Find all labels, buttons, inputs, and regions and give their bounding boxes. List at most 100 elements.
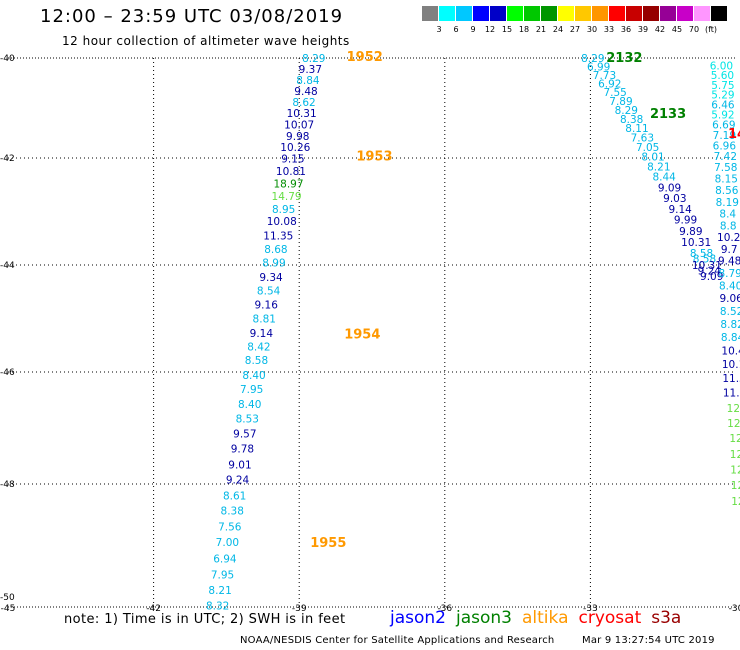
credit-line: NOAA/NESDIS Center for Satellite Applica…	[240, 635, 555, 646]
wave-height-value: 10.08	[267, 216, 297, 228]
wave-height-value: 8.32	[206, 600, 229, 612]
scale-swatch	[592, 6, 608, 21]
wave-height-value: 8.58	[245, 355, 268, 367]
scale-label: 33	[603, 25, 615, 34]
wave-height-value: 9.24	[226, 475, 250, 487]
wave-height-value: 8.84	[296, 75, 320, 87]
wave-height-value: 8.99	[262, 257, 285, 269]
scale-label: 70	[688, 25, 700, 34]
scale-label: 27	[569, 25, 581, 34]
scale-label: 12	[484, 25, 496, 34]
satellite-legend-s3a: s3a	[651, 608, 682, 628]
scale-swatch	[677, 6, 693, 21]
scale-swatch	[541, 6, 557, 21]
wave-height-value: 8.53	[236, 413, 259, 425]
wave-height-value: 8.29	[581, 53, 604, 65]
wave-height-value: 8.40	[242, 370, 265, 382]
map-title: 12:00 – 23:59 UTC 03/08/2019	[40, 6, 344, 27]
wave-height-value: 5.75	[711, 80, 734, 92]
wave-height-value: 8.01	[641, 152, 664, 164]
footer-note: note: 1) Time is in UTC; 2) SWH is in fe…	[64, 612, 346, 627]
wave-height-value: 10.26	[280, 142, 310, 154]
wave-height-value: 9.78	[231, 444, 254, 456]
wave-height-value: 10.4	[721, 346, 740, 358]
wave-height-value: 7.63	[631, 133, 654, 145]
wave-height-value: 7.73	[593, 70, 616, 82]
wave-height-value: 8.81	[253, 314, 276, 326]
wave-height-value: 9.98	[286, 131, 309, 143]
wave-height-value: 8.58	[690, 248, 713, 260]
wave-height-value: 8.19	[716, 197, 739, 209]
wave-height-value: 8.56	[715, 185, 739, 197]
lon-tick-label: -42	[146, 604, 161, 614]
wave-height-value: 8.15	[715, 173, 738, 185]
wave-height-value: 8.54	[257, 286, 281, 298]
lat-tick-label: -48	[0, 480, 15, 490]
wave-height-value: 12.	[727, 403, 740, 415]
wave-height-value: 8.61	[223, 490, 246, 502]
lon-tick-label: -45	[1, 604, 16, 614]
wave-height-value: 8.84	[721, 332, 740, 344]
wave-height-value: 18.97	[273, 179, 303, 191]
wave-height-value: 9.14	[250, 328, 274, 340]
wave-height-value: 9.09	[658, 182, 681, 194]
pass-time-label: 1955	[310, 536, 346, 551]
wave-height-value: 12	[730, 449, 740, 461]
wave-height-value: 9.14	[668, 204, 692, 216]
wave-height-value: 6.00	[710, 61, 733, 73]
wave-height-value: 8.58	[693, 254, 716, 266]
wave-height-value: 9.06	[719, 293, 740, 305]
wave-height-value: 7.56	[218, 521, 242, 533]
scale-swatch	[660, 6, 676, 21]
wave-height-value: 9.15	[281, 154, 304, 166]
generated-timestamp: Mar 9 13:27:54 UTC 2019	[582, 635, 715, 646]
wave-height-value: 8.42	[247, 341, 270, 353]
wave-height-value: 9.24	[698, 265, 722, 277]
wave-height-value: 7.95	[240, 384, 263, 396]
wave-height-value: 10.31	[681, 237, 711, 249]
scale-swatch	[626, 6, 642, 21]
scale-label: 36	[620, 25, 632, 34]
wave-height-value: 7.55	[603, 87, 626, 99]
scale-label: 15	[501, 25, 513, 34]
wave-height-value: 9.09	[700, 271, 723, 283]
pass-time-label: 14	[728, 127, 740, 142]
wave-height-value: 10.07	[284, 120, 314, 132]
wave-height-value: 7.58	[714, 162, 737, 174]
scale-swatch	[711, 6, 727, 21]
satellite-legend: jason2 jason3 altika cryosat s3a	[390, 608, 691, 628]
wave-height-value: 11.9	[723, 388, 740, 400]
wave-height-value: 10.2	[717, 232, 740, 244]
pass-time-label: 1954	[344, 327, 380, 342]
wave-height-value: 9.48	[294, 86, 317, 98]
wave-height-value: 7.05	[636, 142, 659, 154]
wave-height-value: 7.95	[211, 569, 234, 581]
wave-height-value: 9.48	[718, 256, 740, 268]
lon-tick-label: -30	[729, 604, 740, 614]
wave-height-value: 9.01	[228, 459, 251, 471]
wave-height-value: 8.29	[302, 53, 325, 65]
wave-height-value: 11.3	[722, 373, 740, 385]
wave-height-value: 10.1	[722, 359, 740, 371]
scale-swatch	[694, 6, 710, 21]
wave-height-value: 8.40	[719, 280, 740, 292]
wave-height-value: 9.34	[259, 272, 283, 284]
scale-label: 18	[518, 25, 530, 34]
wave-height-value: 8.38	[221, 506, 244, 518]
wave-height-value: 8.29	[615, 105, 638, 117]
wave-height-value: 8.68	[264, 244, 287, 256]
scale-swatch	[558, 6, 574, 21]
wave-height-value: 8.40	[238, 399, 261, 411]
wave-height-value: 6.69	[712, 120, 735, 132]
wave-height-value: 6.46	[711, 100, 735, 112]
wave-height-value: 7.89	[609, 96, 632, 108]
wave-height-value: 5.29	[711, 90, 734, 102]
wave-height-value: 7.42	[714, 151, 737, 163]
scale-swatch	[507, 6, 523, 21]
wave-height-value: 6.94	[213, 554, 237, 566]
wave-height-value: 8.52	[720, 306, 740, 318]
wave-height-value: 9.7	[721, 244, 738, 256]
wave-height-value: 10.81	[276, 166, 306, 178]
wave-height-value: 8.21	[647, 162, 670, 174]
satellite-legend-jason3: jason3	[456, 608, 512, 628]
